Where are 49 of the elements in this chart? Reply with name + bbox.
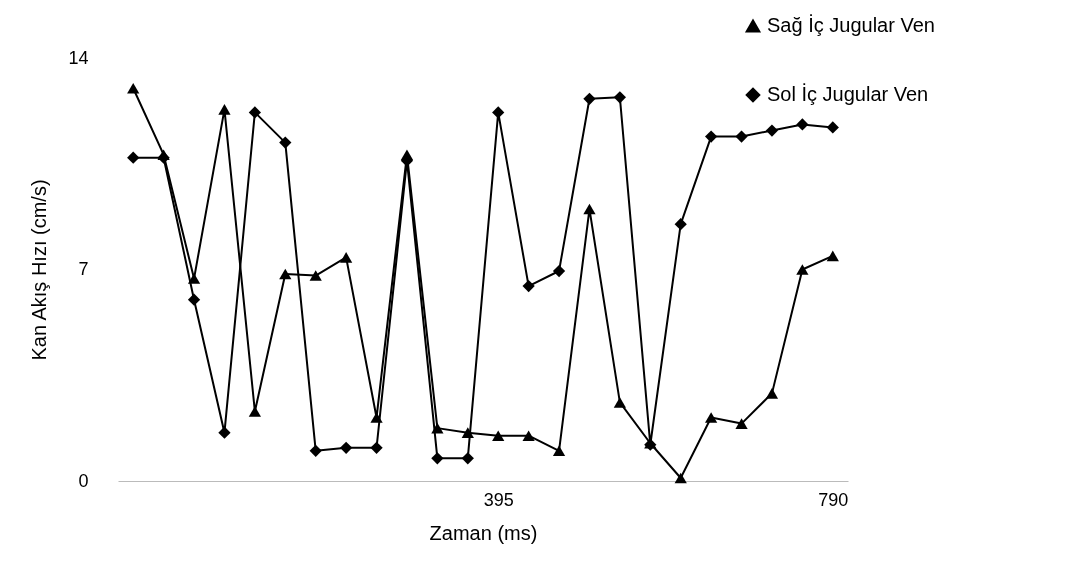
point [492,430,505,441]
point [187,293,201,306]
point [735,130,748,143]
point [340,252,353,263]
point [279,136,292,149]
point [187,273,201,284]
y-tick-label: 7 [78,259,89,279]
point [674,472,687,484]
x-tick-label: 790 [818,489,849,510]
point [309,270,322,281]
point [218,104,231,115]
point [461,427,474,438]
point [522,279,535,293]
point [765,124,779,137]
point [796,118,809,131]
point [705,130,718,143]
point [218,426,231,439]
point [552,445,566,457]
point [127,151,140,164]
point [613,397,626,408]
point [279,268,292,280]
legend-label: Sol İç Jugular Ven [767,83,929,105]
point [522,430,535,441]
y-tick-label: 14 [68,47,89,68]
point [370,441,383,454]
point [340,441,353,454]
point [826,250,839,262]
point [613,91,626,104]
point [796,264,809,275]
y-tick-label: 0 [78,470,89,491]
x-axis-title: Zaman (ms) [429,521,538,544]
legend-label: Sağ İç Jugular Ven [767,14,935,36]
y-axis-title: Kan Akış Hızı (cm/s) [28,179,51,361]
point [705,412,718,423]
point [248,106,261,119]
x-tick-label: 395 [483,489,514,510]
point [765,388,779,399]
point [674,218,687,231]
point [461,452,474,465]
point [552,264,566,278]
point [431,452,444,465]
point [735,418,748,429]
point [826,121,839,134]
point [309,444,322,457]
point [431,422,444,434]
point [583,203,596,215]
point [127,82,140,94]
point [583,92,596,105]
point [492,106,505,119]
